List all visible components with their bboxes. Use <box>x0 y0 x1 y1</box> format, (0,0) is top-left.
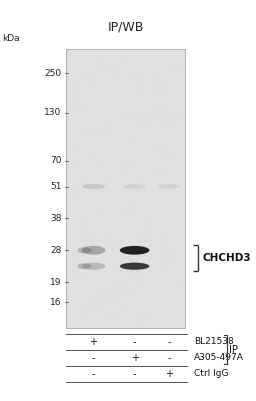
Text: +: + <box>165 369 173 379</box>
Ellipse shape <box>78 247 91 253</box>
Text: Ctrl IgG: Ctrl IgG <box>194 369 228 378</box>
Text: 70: 70 <box>50 156 62 165</box>
Ellipse shape <box>82 184 105 189</box>
Text: -: - <box>92 353 95 363</box>
Text: 130: 130 <box>44 108 62 117</box>
Text: kDa: kDa <box>3 34 20 43</box>
Text: -: - <box>167 353 170 363</box>
Text: IP: IP <box>229 345 238 355</box>
Text: 19: 19 <box>50 277 62 287</box>
Text: 51: 51 <box>50 182 62 191</box>
Text: 16: 16 <box>50 298 62 306</box>
Text: 250: 250 <box>45 69 62 77</box>
Text: BL21538: BL21538 <box>194 337 234 346</box>
Ellipse shape <box>120 263 150 270</box>
Ellipse shape <box>82 246 105 255</box>
Text: -: - <box>167 337 170 347</box>
Text: IP/WB: IP/WB <box>107 21 144 34</box>
Text: +: + <box>131 353 138 363</box>
Ellipse shape <box>157 184 180 189</box>
Text: -: - <box>133 337 136 347</box>
FancyBboxPatch shape <box>66 49 185 328</box>
Text: A305-497A: A305-497A <box>194 353 244 362</box>
Ellipse shape <box>123 184 146 189</box>
Ellipse shape <box>78 263 91 269</box>
Text: CHCHD3: CHCHD3 <box>202 253 251 263</box>
Text: 38: 38 <box>50 214 62 223</box>
Text: 28: 28 <box>50 246 62 255</box>
Text: -: - <box>92 369 95 379</box>
Text: -: - <box>133 369 136 379</box>
Text: +: + <box>90 337 98 347</box>
Ellipse shape <box>82 263 105 270</box>
Ellipse shape <box>120 246 150 255</box>
